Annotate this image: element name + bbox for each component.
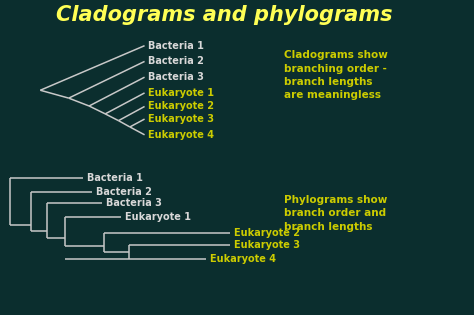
Text: Bacteria 1: Bacteria 1 — [87, 173, 143, 183]
Text: Bacteria 3: Bacteria 3 — [148, 72, 204, 82]
Text: Bacteria 2: Bacteria 2 — [148, 56, 204, 66]
Text: Eukaryote 4: Eukaryote 4 — [148, 130, 214, 140]
Text: Eukaryote 3: Eukaryote 3 — [234, 240, 300, 250]
Text: Eukaryote 2: Eukaryote 2 — [234, 228, 300, 238]
Text: Bacteria 2: Bacteria 2 — [96, 186, 152, 197]
Text: Cladograms and phylograms: Cladograms and phylograms — [56, 5, 393, 25]
Text: Cladograms show
branching order -
branch lengths
are meaningless: Cladograms show branching order - branch… — [284, 50, 388, 100]
Text: Bacteria 3: Bacteria 3 — [106, 198, 162, 208]
Text: Eukaryote 1: Eukaryote 1 — [125, 212, 191, 222]
Text: Eukaryote 1: Eukaryote 1 — [148, 88, 214, 98]
Text: Eukaryote 3: Eukaryote 3 — [148, 114, 214, 124]
Text: Bacteria 1: Bacteria 1 — [148, 41, 204, 51]
Text: Eukaryote 4: Eukaryote 4 — [210, 254, 276, 264]
Text: Eukaryote 2: Eukaryote 2 — [148, 101, 214, 112]
Text: Phylograms show
branch order and
branch lengths: Phylograms show branch order and branch … — [284, 195, 388, 232]
